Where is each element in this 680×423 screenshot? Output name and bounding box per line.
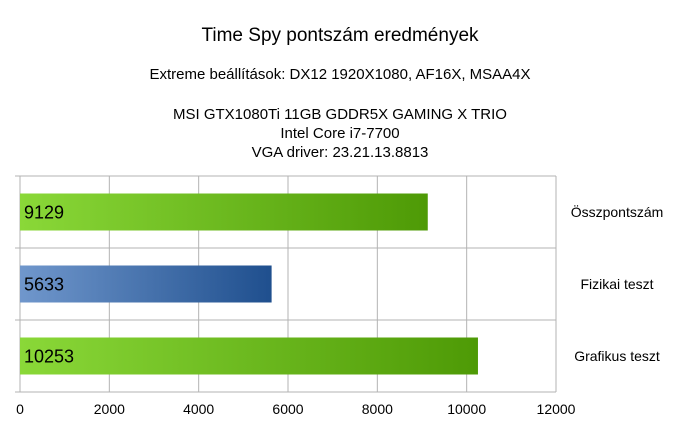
chart-title: Time Spy pontszám eredmények <box>201 25 479 46</box>
bar-value-label: 5633 <box>24 275 64 295</box>
category-label: Grafikus teszt <box>574 348 660 364</box>
bar <box>20 193 428 231</box>
x-tick-label: 12000 <box>537 401 576 417</box>
gpu-info: MSI GTX1080Ti 11GB GDDR5X GAMING X TRIO <box>173 106 507 123</box>
x-tick-label: 2000 <box>94 401 125 417</box>
bar <box>20 337 478 375</box>
x-tick-label: 0 <box>16 401 24 417</box>
x-tick-label: 10000 <box>447 401 486 417</box>
category-label: Összpontszám <box>571 203 664 220</box>
bar <box>20 265 272 303</box>
driver-info: VGA driver: 23.21.13.8813 <box>251 144 429 161</box>
bar-value-label: 9129 <box>24 203 64 223</box>
chart-subtitle: Extreme beállítások: DX12 1920X1080, AF1… <box>149 66 531 83</box>
category-label: Fizikai teszt <box>580 276 653 292</box>
x-tick-label: 6000 <box>272 401 303 417</box>
cpu-info: Intel Core i7-7700 <box>280 125 400 142</box>
x-tick-label: 4000 <box>183 401 214 417</box>
x-tick-label: 8000 <box>362 401 393 417</box>
bar-value-label: 10253 <box>24 347 74 367</box>
